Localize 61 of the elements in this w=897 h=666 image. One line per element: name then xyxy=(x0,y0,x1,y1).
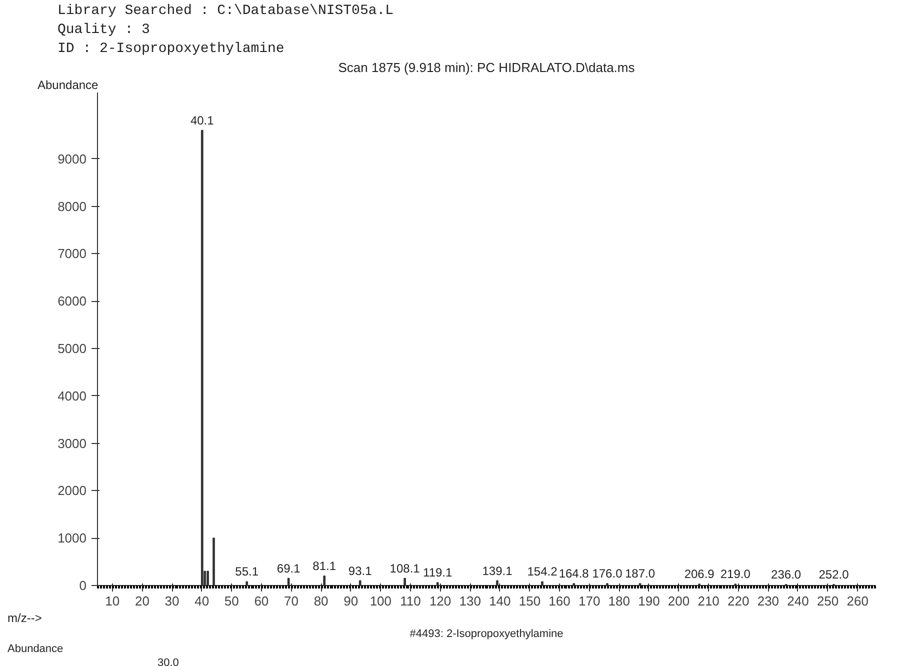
x-tick-label: 80 xyxy=(314,594,328,608)
annotation: 236.0 xyxy=(771,568,802,582)
x-tick-label: 190 xyxy=(638,594,660,608)
text: Library Searched : C:\Database\NIST05a.L xyxy=(58,3,394,19)
x-tick-label: 180 xyxy=(608,594,630,608)
y-tick-label: 5000 xyxy=(58,340,86,356)
chart-title: Scan 1875 (9.918 min): PC HIDRALATO.D\data.ms xyxy=(338,60,636,75)
y-tick-label: 1000 xyxy=(58,530,86,546)
annotation: 40.1 xyxy=(190,113,214,128)
x-tick-label: 120 xyxy=(429,594,452,608)
annotation: 206.9 xyxy=(684,567,715,582)
text: 30.0 xyxy=(158,657,179,666)
x-tick-label: 140 xyxy=(489,594,511,608)
x-tick-label: 30 xyxy=(164,594,180,608)
annotation: 108.1 xyxy=(390,561,420,576)
x-tick-label: 170 xyxy=(578,594,600,608)
y-tick-label: 8000 xyxy=(58,198,86,214)
x-tick-label: 90 xyxy=(344,594,358,608)
text: Quality : 3 xyxy=(58,22,150,38)
x-tick-label: 240 xyxy=(787,594,809,608)
x-tick-label: 100 xyxy=(370,594,392,608)
annotation: 187.0 xyxy=(625,566,656,581)
y-axis-title: Abundance xyxy=(38,78,99,92)
y-tick-label: 9000 xyxy=(58,151,86,166)
x-tick-label: 220 xyxy=(728,594,750,608)
x-tick-label: 210 xyxy=(698,594,720,608)
x-tick-label: 60 xyxy=(254,594,269,608)
y-tick-label: 6000 xyxy=(58,294,86,309)
text: ID : 2-Isopropoxyethylamine xyxy=(58,41,284,57)
y-tick-label: 2000 xyxy=(58,483,86,498)
x-tick-label: 230 xyxy=(757,594,780,608)
annotation: 119.1 xyxy=(423,566,453,580)
x-tick-label: 260 xyxy=(846,594,868,608)
annotation: 164.8 xyxy=(558,566,590,581)
x-axis-title: m/z--> xyxy=(8,611,42,625)
text: #4493: 2-Isopropoxyethylamine xyxy=(410,628,564,640)
x-tick-label: 150 xyxy=(518,594,541,608)
annotation: 139.1 xyxy=(482,564,513,578)
annotation: 176.0 xyxy=(592,566,623,581)
annotation: 93.1 xyxy=(348,564,372,578)
x-tick-label: 250 xyxy=(816,594,839,608)
x-tick-label: 70 xyxy=(284,594,298,608)
text: Abundance xyxy=(8,643,64,655)
x-tick-label: 160 xyxy=(548,594,570,608)
x-tick-label: 130 xyxy=(459,594,481,608)
annotation: 219.0 xyxy=(720,567,751,582)
annotation: 69.1 xyxy=(276,561,301,576)
annotation: 154.2 xyxy=(527,564,558,579)
x-tick-label: 40 xyxy=(194,594,210,608)
y-tick-label: 3000 xyxy=(58,436,86,451)
y-tick-label: 4000 xyxy=(58,388,86,404)
annotation: 81.1 xyxy=(312,559,336,574)
x-tick-label: 50 xyxy=(224,594,239,608)
annotation: 252.0 xyxy=(818,568,850,582)
y-tick-label: 7000 xyxy=(58,246,86,262)
x-tick-label: 110 xyxy=(400,594,421,608)
x-tick-label: 20 xyxy=(134,594,150,608)
annotation: 55.1 xyxy=(235,564,259,579)
x-tick-label: 200 xyxy=(668,594,690,608)
y-tick-label: 0 xyxy=(79,578,87,593)
x-tick-label: 10 xyxy=(105,594,120,608)
